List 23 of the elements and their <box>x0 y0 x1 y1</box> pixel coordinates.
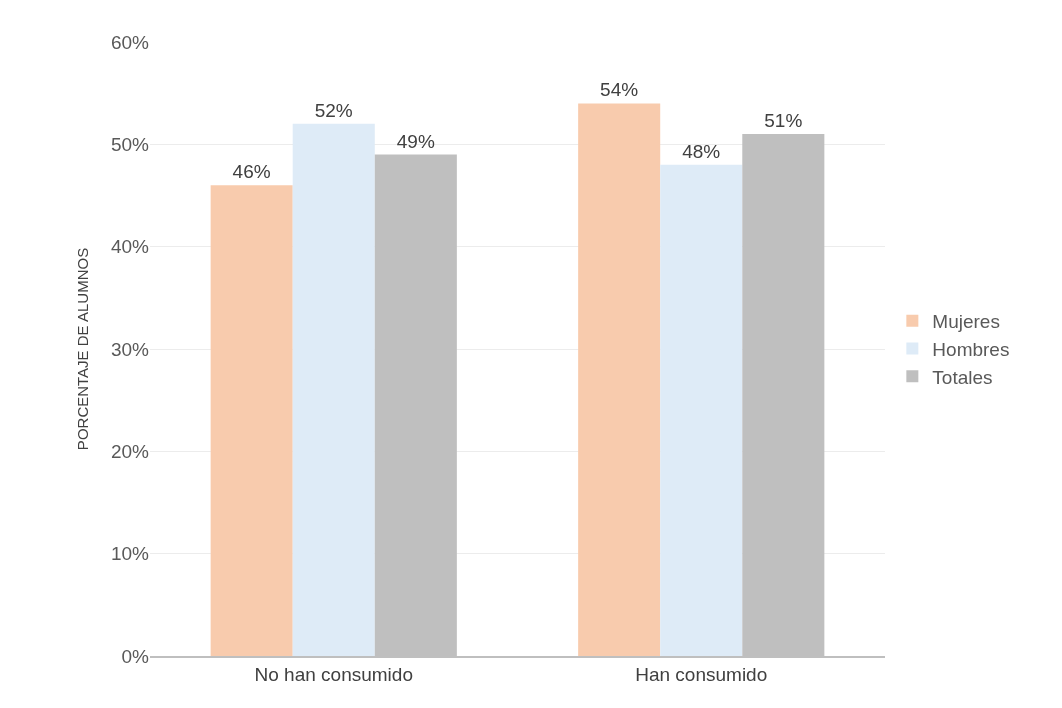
legend-label: Hombres <box>932 338 1010 360</box>
bar <box>210 185 293 656</box>
y-tick-label: 50% <box>110 133 150 155</box>
y-tick-label: 10% <box>110 543 150 565</box>
data-label: 48% <box>682 140 721 162</box>
data-label: 49% <box>396 130 435 152</box>
bar <box>292 123 375 656</box>
data-label: 54% <box>600 79 639 101</box>
data-label: 52% <box>314 99 353 121</box>
x-tick-label: No han consumido <box>254 663 413 685</box>
y-axis-title: PORCENTAJE DE ALUMNOS <box>74 247 92 451</box>
y-tick-label: 0% <box>121 645 150 667</box>
bar <box>578 103 661 656</box>
bar <box>660 164 743 656</box>
y-tick-label: 20% <box>110 440 150 462</box>
legend-label: Mujeres <box>932 311 1000 333</box>
y-tick-label: 30% <box>110 338 150 360</box>
data-label: 46% <box>232 161 271 183</box>
x-tick-label: Han consumido <box>635 663 768 685</box>
legend-label: Totales <box>932 366 993 388</box>
data-label: 51% <box>764 110 803 132</box>
y-tick-label: 60% <box>110 31 150 53</box>
y-tick-label: 40% <box>110 236 150 258</box>
